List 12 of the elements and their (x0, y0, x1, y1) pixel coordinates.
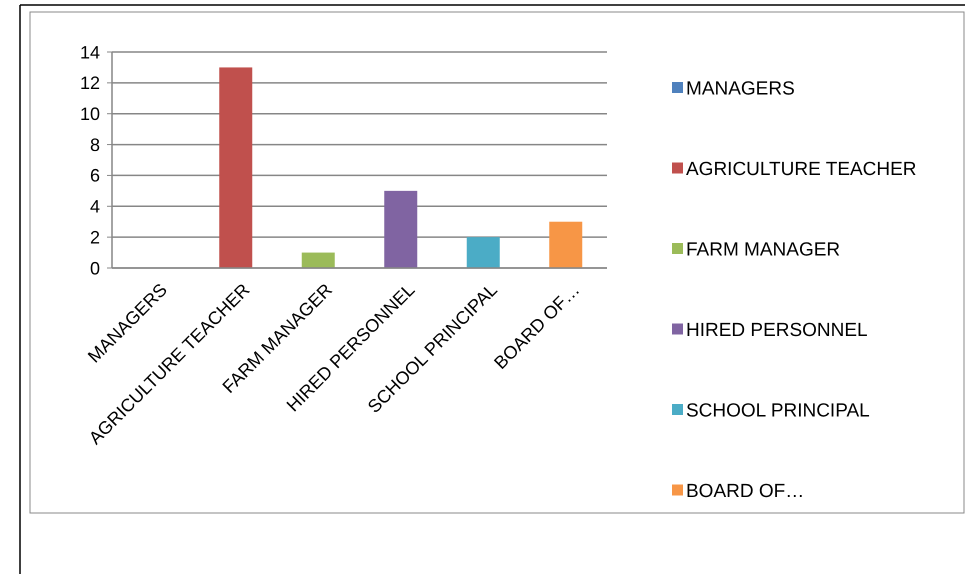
legend-label: MANAGERS (686, 78, 795, 100)
y-tick-label: 0 (90, 258, 100, 278)
y-tick-label: 14 (80, 42, 100, 62)
y-tick-label: 8 (90, 134, 100, 155)
legend-label: AGRICULTURE TEACHER (686, 159, 916, 180)
y-tick-label: 10 (80, 104, 100, 124)
y-tick-label: 12 (80, 73, 100, 94)
y-tick-label: 2 (90, 227, 100, 248)
legend-label: FARM MANAGER (686, 240, 840, 261)
legend-label: BOARD OF… (686, 481, 804, 502)
y-tick-label: 6 (90, 166, 100, 186)
y-tick-label: 4 (90, 196, 100, 217)
